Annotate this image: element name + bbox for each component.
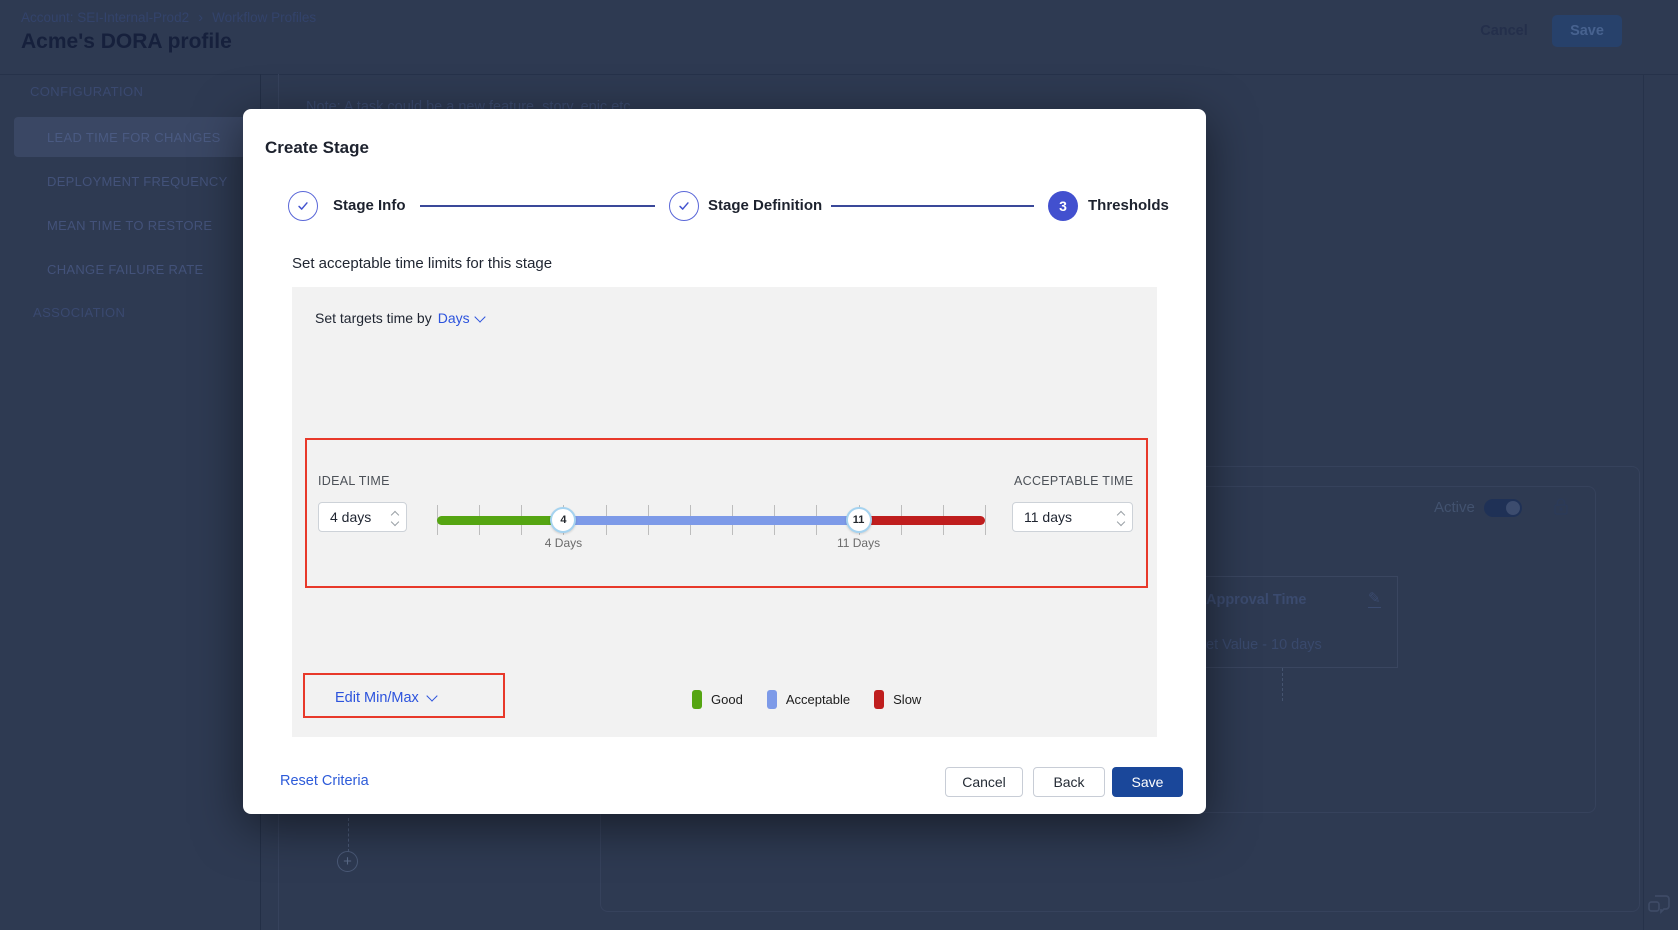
legend-label-good: Good bbox=[711, 692, 743, 707]
step-label-stage-definition: Stage Definition bbox=[708, 197, 823, 214]
targets-unit-dropdown[interactable]: Days bbox=[437, 310, 470, 326]
threshold-slider[interactable]: 4 4 Days 11 11 Days bbox=[437, 504, 986, 550]
edit-pencil-icon[interactable]: ✎ bbox=[1368, 590, 1381, 608]
legend-label-slow: Slow bbox=[893, 692, 922, 707]
lock-icon bbox=[1552, 497, 1570, 517]
sidebar-item-deployment-frequency[interactable]: DEPLOYMENT FREQUENCY bbox=[47, 173, 228, 189]
background-dashed-connector bbox=[1282, 668, 1284, 701]
toggle-knob bbox=[1506, 501, 1520, 515]
header-divider bbox=[0, 74, 1678, 75]
legend-label-acceptable: Acceptable bbox=[785, 692, 851, 707]
help-chat-icon[interactable] bbox=[1645, 890, 1673, 918]
slider-handle-ideal-value: 4 bbox=[550, 507, 577, 533]
slider-segment-slow bbox=[858, 516, 985, 525]
breadcrumb-workflow-profiles-link[interactable]: Workflow Profiles bbox=[212, 10, 317, 25]
legend-item-good: Good bbox=[692, 690, 743, 709]
acceptable-time-input-wrap bbox=[1012, 502, 1133, 532]
slider-segment-good bbox=[437, 516, 564, 525]
page-title: Acme's DORA profile bbox=[21, 30, 232, 53]
edit-minmax-annotation-box: Edit Min/Max bbox=[303, 673, 505, 718]
breadcrumb-account-link[interactable]: Account: SEI-Internal-Prod2 bbox=[21, 10, 190, 25]
ideal-time-stepper[interactable] bbox=[390, 509, 406, 527]
add-stage-button[interactable]: + bbox=[337, 851, 358, 872]
right-column-divider bbox=[1643, 74, 1644, 930]
step-stage-info-check-icon[interactable] bbox=[288, 191, 318, 221]
modal-heading: Set acceptable time limits for this stag… bbox=[292, 255, 553, 272]
chevron-down-icon bbox=[426, 690, 438, 702]
header-save-button[interactable]: Save bbox=[1552, 15, 1622, 47]
sidebar-item-association[interactable]: ASSOCIATION bbox=[33, 305, 126, 320]
step-label-stage-info: Stage Info bbox=[333, 197, 406, 214]
set-targets-row: Set targets time by Days bbox=[315, 310, 486, 326]
slider-handle-ideal-caption: 4 Days bbox=[544, 536, 583, 550]
legend-item-acceptable: Acceptable bbox=[766, 690, 851, 709]
sidebar-section-configuration: CONFIGURATION bbox=[30, 84, 144, 99]
set-targets-label: Set targets time by bbox=[315, 310, 432, 326]
threshold-annotation-box: IDEAL TIME 4 4 Days 11 11 bbox=[305, 438, 1148, 588]
edit-minmax-toggle[interactable]: Edit Min/Max bbox=[335, 675, 438, 720]
step-label-thresholds: Thresholds bbox=[1088, 197, 1169, 214]
back-button[interactable]: Back bbox=[1033, 767, 1105, 797]
slider-handle-acceptable-caption: 11 Days bbox=[836, 536, 881, 550]
legend-item-slow: Slow bbox=[874, 690, 921, 709]
plus-icon: + bbox=[343, 853, 352, 870]
sidebar-item-mean-time-to-restore[interactable]: MEAN TIME TO RESTORE bbox=[47, 217, 213, 233]
stepper-connector-2 bbox=[831, 205, 1034, 207]
step-stage-definition-check-icon[interactable] bbox=[669, 191, 699, 221]
legend-swatch-good bbox=[692, 690, 702, 709]
modal-title: Create Stage bbox=[265, 138, 369, 157]
legend-swatch-acceptable bbox=[766, 690, 777, 709]
ideal-time-input[interactable] bbox=[319, 509, 390, 525]
sidebar-item-change-failure-rate[interactable]: CHANGE FAILURE RATE bbox=[47, 261, 204, 277]
cancel-button[interactable]: Cancel bbox=[945, 767, 1023, 797]
acceptable-time-label: ACCEPTABLE TIME bbox=[1014, 474, 1134, 488]
legend-swatch-slow bbox=[874, 690, 885, 709]
add-stage-dashed-connector bbox=[348, 818, 350, 852]
breadcrumb-separator-icon: › bbox=[198, 9, 204, 26]
sidebar-item-lead-time-for-changes[interactable]: LEAD TIME FOR CHANGES bbox=[14, 117, 246, 157]
save-button[interactable]: Save bbox=[1112, 767, 1183, 797]
chevron-down-icon[interactable] bbox=[473, 310, 486, 323]
acceptable-time-stepper[interactable] bbox=[1116, 509, 1132, 527]
step-thresholds-number[interactable]: 3 bbox=[1048, 191, 1078, 221]
ideal-time-label: IDEAL TIME bbox=[318, 474, 390, 488]
breadcrumb: Account: SEI-Internal-Prod2 › Workflow P… bbox=[21, 9, 316, 26]
slider-legend: Good Acceptable Slow bbox=[692, 690, 921, 709]
create-stage-modal: Create Stage Stage Info Stage Definition… bbox=[243, 109, 1206, 814]
active-toggle[interactable] bbox=[1484, 499, 1522, 517]
background-stage-card-title: Approval Time bbox=[1206, 592, 1307, 608]
edit-minmax-label: Edit Min/Max bbox=[335, 689, 419, 706]
active-toggle-label: Active bbox=[1434, 499, 1475, 516]
stepper-connector-1 bbox=[420, 205, 655, 207]
header-cancel-button[interactable]: Cancel bbox=[1480, 23, 1528, 39]
slider-handle-acceptable-value: 11 bbox=[845, 507, 872, 533]
slider-segment-acceptable bbox=[563, 516, 859, 525]
reset-criteria-link[interactable]: Reset Criteria bbox=[280, 773, 369, 789]
acceptable-time-input[interactable] bbox=[1013, 509, 1116, 525]
ideal-time-input-wrap bbox=[318, 502, 407, 532]
background-stage-card-value: et Value - 10 days bbox=[1206, 637, 1322, 653]
threshold-panel: Set targets time by Days IDEAL TIME bbox=[292, 287, 1157, 737]
